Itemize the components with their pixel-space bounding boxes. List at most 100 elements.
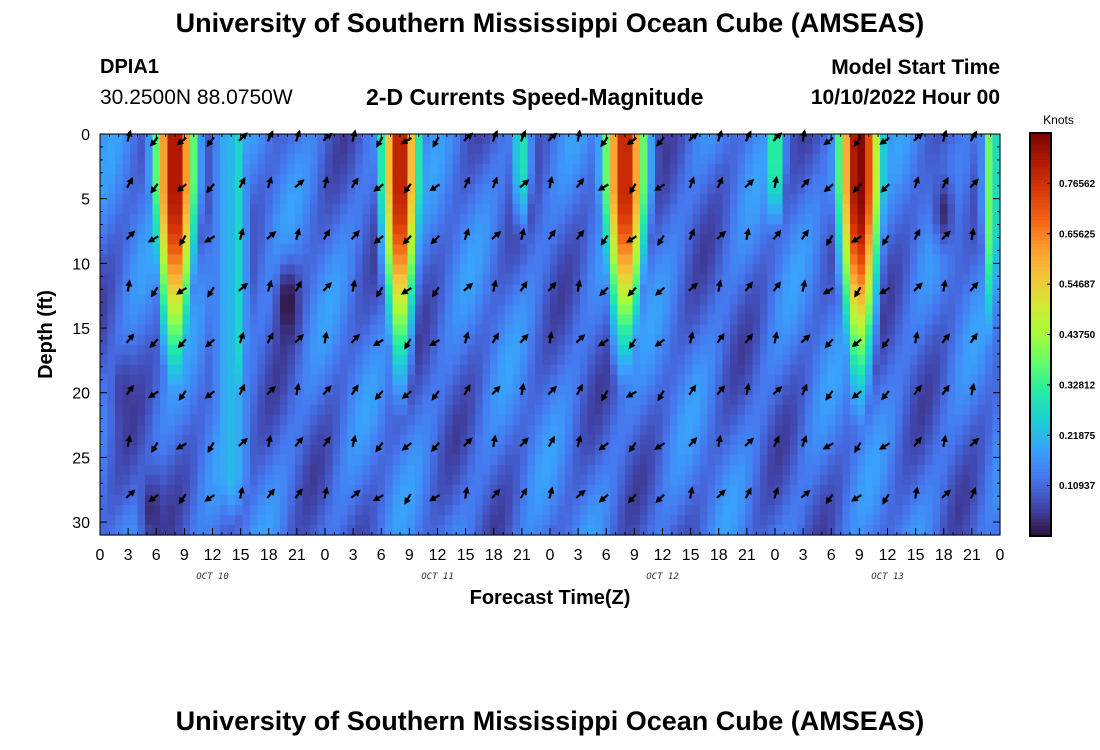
heatmap-cell xyxy=(145,484,154,496)
heatmap-cell xyxy=(400,394,409,406)
heatmap-cell xyxy=(445,524,454,536)
heatmap-cell xyxy=(527,194,536,205)
heatmap-cell xyxy=(617,394,626,406)
heatmap-cell xyxy=(610,174,619,185)
heatmap-cell xyxy=(812,484,821,496)
heatmap-cell xyxy=(460,264,469,275)
heatmap-cell xyxy=(385,504,394,516)
heatmap-cell xyxy=(160,394,169,406)
heatmap-cell xyxy=(512,354,521,366)
heatmap-cell xyxy=(295,254,304,265)
heatmap-cell xyxy=(205,434,214,446)
heatmap-cell xyxy=(130,204,139,215)
heatmap-cell xyxy=(542,174,551,185)
heatmap-cell xyxy=(122,244,131,255)
heatmap-cell xyxy=(887,314,896,326)
heatmap-cell xyxy=(722,274,731,285)
heatmap-cell xyxy=(602,274,611,285)
heatmap-cell xyxy=(625,324,634,336)
heatmap-cell xyxy=(527,374,536,386)
heatmap-cell xyxy=(355,134,364,145)
heatmap-cell xyxy=(242,374,251,386)
heatmap-cell xyxy=(880,254,889,265)
heatmap-cell xyxy=(812,284,821,296)
heatmap-cell xyxy=(910,414,919,426)
heatmap-cell xyxy=(692,164,701,175)
heatmap-cell xyxy=(280,264,289,275)
heatmap-cell xyxy=(970,194,979,205)
heatmap-cell xyxy=(445,184,454,195)
heatmap-cell xyxy=(107,214,116,225)
heatmap-cell xyxy=(512,244,521,255)
heatmap-cell xyxy=(820,484,829,496)
heatmap-cell xyxy=(362,244,371,255)
heatmap-cell xyxy=(407,304,416,316)
heatmap-cell xyxy=(160,404,169,416)
heatmap-cell xyxy=(280,284,289,296)
heatmap-cell xyxy=(317,514,326,526)
heatmap-cell xyxy=(842,404,851,416)
heatmap-cell xyxy=(992,354,1001,366)
heatmap-cell xyxy=(497,454,506,466)
heatmap-cell xyxy=(190,444,199,456)
heatmap-cell xyxy=(700,394,709,406)
heatmap-cell xyxy=(955,234,964,245)
heatmap-cell xyxy=(280,324,289,336)
heatmap-cell xyxy=(925,284,934,296)
heatmap-cell xyxy=(632,234,641,245)
heatmap-cell xyxy=(587,444,596,456)
heatmap-cell xyxy=(580,374,589,386)
heatmap-cell xyxy=(887,324,896,336)
heatmap-cell xyxy=(857,374,866,386)
heatmap-cell xyxy=(707,344,716,356)
current-arrow xyxy=(126,177,133,189)
heatmap-cell xyxy=(580,184,589,195)
heatmap-cell xyxy=(355,184,364,195)
heatmap-cell xyxy=(242,294,251,306)
heatmap-cell xyxy=(340,274,349,285)
heatmap-cell xyxy=(722,344,731,356)
heatmap-cell xyxy=(565,234,574,245)
heatmap-cell xyxy=(880,454,889,466)
heatmap-cell xyxy=(580,514,589,526)
heatmap-cell xyxy=(152,414,161,426)
heatmap-cell xyxy=(512,234,521,245)
heatmap-cell xyxy=(655,214,664,225)
heatmap-cell xyxy=(865,174,874,185)
heatmap-cell xyxy=(107,224,116,235)
heatmap-cell xyxy=(295,264,304,275)
heatmap-cell xyxy=(820,244,829,255)
heatmap-cell xyxy=(377,474,386,486)
heatmap-cell xyxy=(782,184,791,195)
heatmap-cell xyxy=(880,404,889,416)
heatmap-cell xyxy=(857,314,866,326)
heatmap-cell xyxy=(565,334,574,346)
heatmap-cell xyxy=(947,334,956,346)
heatmap-cell xyxy=(752,144,761,155)
heatmap-cell xyxy=(130,374,139,386)
heatmap-cell xyxy=(760,504,769,516)
heatmap-cell xyxy=(385,194,394,205)
heatmap-cell xyxy=(790,494,799,506)
heatmap-cell xyxy=(910,374,919,386)
heatmap-cell xyxy=(250,274,259,285)
heatmap-cell xyxy=(415,514,424,526)
heatmap-cell xyxy=(287,234,296,245)
heatmap-cell xyxy=(872,484,881,496)
heatmap-cell xyxy=(197,244,206,255)
heatmap-cell xyxy=(782,374,791,386)
heatmap-cell xyxy=(325,374,334,386)
heatmap-cell xyxy=(887,184,896,195)
heatmap-cell xyxy=(677,454,686,466)
heatmap-cell xyxy=(700,474,709,486)
heatmap-cell xyxy=(295,344,304,356)
heatmap-cell xyxy=(197,504,206,516)
heatmap-cell xyxy=(640,134,649,145)
heatmap-cell xyxy=(310,334,319,346)
heatmap-cell xyxy=(722,204,731,215)
heatmap-cell xyxy=(587,324,596,336)
heatmap-cell xyxy=(902,294,911,306)
heatmap-cell xyxy=(910,464,919,476)
model-start-label: Model Start Time xyxy=(831,56,1000,79)
